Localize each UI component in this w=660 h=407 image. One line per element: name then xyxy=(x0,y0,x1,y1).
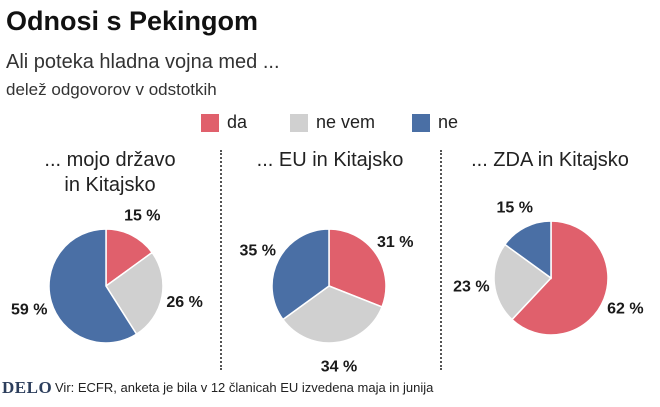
panel-title-1-line-1: ... mojo državo xyxy=(44,149,176,171)
unit-note: delež odgovorov v odstotkih xyxy=(6,80,217,99)
panel-divider-2 xyxy=(440,150,442,370)
pie-3-slice-ne xyxy=(503,220,552,280)
delo-logo: DELO xyxy=(2,378,53,397)
chart-title: Odnosi s Pekingom xyxy=(6,6,259,36)
legend-swatch-da xyxy=(201,113,219,132)
legend: da ne vem ne xyxy=(0,112,660,136)
pie-2-slice-ne xyxy=(271,228,330,321)
panel-title-3: ... ZDA in Kitajsko xyxy=(445,148,655,173)
pie-1-slice-ne-vem xyxy=(104,251,164,336)
pie-chart-3: 62 % 23 % 15 % xyxy=(453,200,644,336)
pie-2-label-da: 31 % xyxy=(377,234,413,251)
pie-1-label-da: 15 % xyxy=(124,208,160,225)
panel-title-2-line-1: ... EU in Kitajsko xyxy=(256,149,404,171)
pie-2-label-ne: 35 % xyxy=(239,243,275,260)
pie-3-label-da: 62 % xyxy=(607,300,643,317)
pie-2-slice-ne-vem xyxy=(281,285,383,344)
panel-divider-1 xyxy=(220,150,222,370)
legend-swatch-ne xyxy=(412,113,430,132)
legend-item-ne-vem: ne vem xyxy=(290,112,375,133)
pie-3-label-ne-vem: 23 % xyxy=(453,279,489,296)
legend-label-da: da xyxy=(227,112,248,132)
pie-3-label-ne: 15 % xyxy=(496,200,532,217)
legend-label-ne-vem: ne vem xyxy=(316,112,376,132)
legend-swatch-ne-vem xyxy=(290,113,308,132)
panel-title-1: ... mojo državo in Kitajsko xyxy=(10,148,210,198)
pie-1-label-ne: 59 % xyxy=(11,301,47,318)
pie-chart-2: 31 % 34 % 35 % xyxy=(239,228,413,375)
panel-title-1-line-2: in Kitajsko xyxy=(64,174,156,196)
chart-subtitle: Ali poteka hladna vojna med ... xyxy=(6,51,280,73)
legend-item-ne: ne xyxy=(412,112,458,133)
pie-1-slice-ne xyxy=(48,228,138,344)
legend-item-da: da xyxy=(201,112,247,133)
pie-2-label-ne-vem: 34 % xyxy=(321,358,357,375)
pie-1-label-ne-vem: 26 % xyxy=(166,294,202,311)
source-note: Vir: ECFR, anketa je bila v 12 članicah … xyxy=(55,380,434,395)
panel-title-3-line-1: ... ZDA in Kitajsko xyxy=(471,149,629,171)
pie-2-slice-da xyxy=(328,228,387,308)
pie-1-slice-da xyxy=(105,228,154,288)
panel-title-2: ... EU in Kitajsko xyxy=(225,148,435,173)
pie-3-slice-da xyxy=(510,220,609,336)
pie-chart-1: 15 % 26 % 59 % xyxy=(11,208,203,344)
pie-3-slice-ne-vem xyxy=(493,243,553,321)
legend-label-ne: ne xyxy=(438,112,459,132)
